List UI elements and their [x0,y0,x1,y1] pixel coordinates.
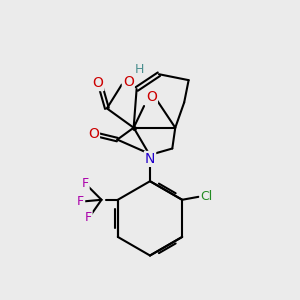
Text: Cl: Cl [200,190,213,203]
Text: F: F [82,177,89,190]
Text: O: O [92,76,104,90]
Text: F: F [85,211,92,224]
Text: O: O [88,127,99,141]
Text: F: F [77,195,84,208]
Text: H: H [135,63,144,76]
Text: O: O [123,75,134,88]
Text: O: O [146,89,157,103]
Text: N: N [145,152,155,166]
